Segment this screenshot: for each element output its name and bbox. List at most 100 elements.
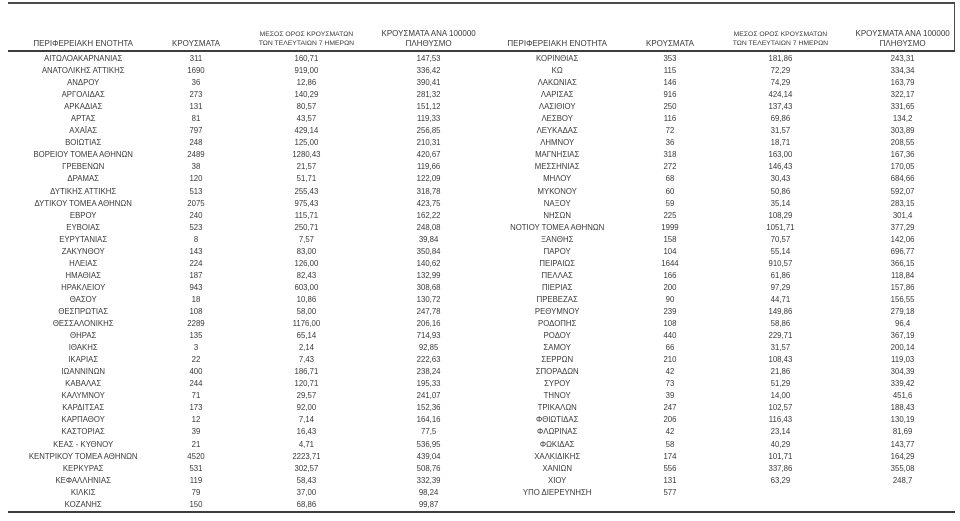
region-name-cell: ΧΑΛΚΙΔΙΚΗΣ <box>534 451 581 461</box>
cases-cell: 81 <box>191 114 201 124</box>
region-name-cell: ΥΠΟ ΔΙΕΡΕΥΝΗΣΗ <box>522 487 592 497</box>
region-name-cell: ΣΥΡΟΥ <box>544 379 571 389</box>
avg7-cell: 72,29 <box>770 66 791 76</box>
avg7-cell: 40,29 <box>770 439 791 449</box>
avg7-cell: 74,29 <box>770 78 791 88</box>
table-row: ΛΗΜΝΟΥ 36 18,71 208,55 <box>482 137 952 149</box>
region-name-cell: ΜΗΛΟΥ <box>543 174 572 184</box>
region-name-cell: ΗΜΑΘΙΑΣ <box>65 270 101 280</box>
table-row: ΦΘΙΩΤΙΔΑΣ 206 116,43 130,19 <box>482 414 952 426</box>
avg7-cell: 97,29 <box>770 282 791 292</box>
region-name-cell: ΘΕΣΠΡΩΤΙΑΣ <box>58 307 109 316</box>
cases-cell: 272 <box>663 162 677 172</box>
column-header-cases: ΚΡΟΥΣΜΑΤΑ <box>172 38 220 48</box>
region-name-cell: ΑΝΑΤΟΛΙΚΗΣ ΑΤΤΙΚΗΣ <box>41 66 125 76</box>
avg7-cell: 126,00 <box>294 258 319 268</box>
per100k-cell: 241,07 <box>416 391 441 401</box>
table-row: ΓΡΕΒΕΝΩΝ 38 21,57 119,66 <box>8 161 478 173</box>
avg7-cell: 337,86 <box>768 463 793 473</box>
region-name-cell: ΓΡΕΒΕΝΩΝ <box>62 162 105 172</box>
table-row: ΔΡΑΜΑΣ 120 51,71 122,09 <box>8 173 478 185</box>
left-table-header: ΠΕΡΙΦΕΡΕΙΑΚΗ ΕΝΟΤΗΤΑ ΚΡΟΥΣΜΑΤΑ ΜΕΣΟΣ ΟΡΟ… <box>8 17 478 50</box>
per100k-cell: 206,16 <box>416 319 441 329</box>
avg7-cell: 140,29 <box>294 90 319 100</box>
column-header-avg7-line1: ΜΕΣΟΣ ΟΡΟΣ ΚΡΟΥΣΜΑΤΩΝ <box>259 31 354 38</box>
per100k-cell: 98,24 <box>418 487 439 497</box>
cases-cell: 239 <box>663 307 677 316</box>
region-name-cell: ΡΟΔΟΥ <box>543 331 571 341</box>
table-row: ΘΗΡΑΣ 135 65,14 714,93 <box>8 330 478 342</box>
cases-cell: 8 <box>193 234 199 244</box>
cases-cell: 1690 <box>187 66 205 76</box>
per100k-cell: 367,19 <box>890 331 915 341</box>
table-row: ΑΡΓΟΛΙΔΑΣ 273 140,29 281,32 <box>8 89 478 101</box>
table-row: ΚΑΡΔΙΤΣΑΣ 173 92,00 152,36 <box>8 402 478 414</box>
per100k-cell: 164,29 <box>890 451 915 461</box>
table-row: ΘΕΣΠΡΩΤΙΑΣ 108 58,00 247,78 <box>8 306 478 318</box>
cases-cell: 273 <box>189 90 203 100</box>
table-row: ΑΙΤΩΛΟΑΚΑΡΝΑΝΙΑΣ 311 160,71 147,53 <box>8 53 478 65</box>
cases-cell: 166 <box>663 270 677 280</box>
region-name-cell: ΚΕΡΚΥΡΑΣ <box>62 463 104 473</box>
cases-cell: 1999 <box>661 222 679 232</box>
cases-cell: 2489 <box>187 150 205 160</box>
column-header-per100k-line2: ΠΛΗΘΥΣΜΟ <box>405 38 452 48</box>
region-name-cell: ΤΡΙΚΑΛΩΝ <box>537 403 577 413</box>
region-name-cell: ΒΟΡΕΙΟΥ ΤΟΜΕΑ ΑΘΗΝΩΝ <box>33 150 133 160</box>
cases-cell: 200 <box>663 282 677 292</box>
per100k-cell: 423,75 <box>416 198 441 208</box>
cases-cell: 210 <box>663 355 677 365</box>
table-row: ΠΕΙΡΑΙΩΣ 1644 910,57 366,15 <box>482 258 952 270</box>
per100k-cell: 132,99 <box>416 270 441 280</box>
table-row: ΞΑΝΘΗΣ 158 70,57 142,06 <box>482 234 952 246</box>
per100k-cell: 279,18 <box>890 307 915 316</box>
table-row: ΜΕΣΣΗΝΙΑΣ 272 146,43 170,05 <box>482 161 952 173</box>
right-table-header: ΠΕΡΙΦΕΡΕΙΑΚΗ ΕΝΟΤΗΤΑ ΚΡΟΥΣΜΑΤΑ ΜΕΣΟΣ ΟΡΟ… <box>482 17 952 50</box>
region-name-cell: ΜΕΣΣΗΝΙΑΣ <box>534 162 580 172</box>
cases-cell: 108 <box>189 307 203 316</box>
cases-cell: 2075 <box>187 198 205 208</box>
per100k-cell: 256,85 <box>416 126 441 136</box>
table-row: ΝΗΣΩΝ 225 108,29 301,4 <box>482 210 952 222</box>
cases-cell: 556 <box>663 463 677 473</box>
cases-cell: 18 <box>191 294 201 304</box>
per100k-cell: 99,87 <box>418 499 439 509</box>
table-row: ΖΑΚΥΝΘΟΥ 143 83,00 350,84 <box>8 246 478 258</box>
cases-cell: 318 <box>663 150 677 160</box>
region-name-cell: ΚΕΑΣ - ΚΥΘΝΟΥ <box>53 439 114 449</box>
table-row: ΛΕΥΚΑΔΑΣ 72 31,57 303,89 <box>482 125 952 137</box>
column-header-cases: ΚΡΟΥΣΜΑΤΑ <box>646 38 694 48</box>
cases-cell: 116 <box>663 114 677 124</box>
table-row: ΕΥΒΟΙΑΣ 523 250,71 248,08 <box>8 222 478 234</box>
region-name-cell: ΠΡΕΒΕΖΑΣ <box>536 294 578 304</box>
table-row: ΘΕΣΣΑΛΟΝΙΚΗΣ 2289 1176,00 206,16 <box>8 318 478 330</box>
table-row: ΙΩΑΝΝΙΝΩΝ 400 186,71 238,24 <box>8 366 478 378</box>
table-row: ΙΘΑΚΗΣ 3 2,14 92,85 <box>8 342 478 354</box>
region-name-cell: ΠΕΛΛΑΣ <box>541 270 573 280</box>
cases-cell: 42 <box>665 427 675 437</box>
table-row: ΣΠΟΡΑΔΩΝ 42 21,86 304,39 <box>482 366 952 378</box>
table-row: ΑΡΚΑΔΙΑΣ 131 80,57 151,12 <box>8 101 478 113</box>
avg7-cell: 120,71 <box>294 379 319 389</box>
per100k-cell: 222,63 <box>416 355 441 365</box>
cases-cell: 36 <box>665 138 675 148</box>
cases-cell: 244 <box>189 379 203 389</box>
per100k-cell: 162,22 <box>416 210 441 220</box>
per100k-cell: 318,78 <box>416 186 441 196</box>
table-row: ΗΡΑΚΛΕΙΟΥ 943 603,00 308,68 <box>8 282 478 294</box>
avg7-cell: 137,43 <box>768 102 793 112</box>
table-row: ΡΕΘΥΜΝΟΥ 239 149,86 279,18 <box>482 306 952 318</box>
per100k-cell: 322,17 <box>890 90 915 100</box>
region-name-cell: ΚΑΡΠΑΘΟΥ <box>61 415 105 425</box>
table-row: ΒΟΡΕΙΟΥ ΤΟΜΕΑ ΑΘΗΝΩΝ 2489 1280,43 420,67 <box>8 149 478 161</box>
per100k-cell: 336,42 <box>416 66 441 76</box>
per100k-cell: 134,2 <box>892 114 913 124</box>
avg7-cell: 12,86 <box>296 78 317 88</box>
per100k-cell: 339,42 <box>890 379 915 389</box>
per100k-cell: 696,77 <box>890 246 915 256</box>
avg7-cell: 186,71 <box>294 367 319 377</box>
avg7-cell: 14,00 <box>770 391 791 401</box>
avg7-cell: 603,00 <box>294 282 319 292</box>
bottom-border-rule <box>8 511 955 514</box>
table-row: ΧΙΟΥ 131 63,29 248,7 <box>482 475 952 487</box>
